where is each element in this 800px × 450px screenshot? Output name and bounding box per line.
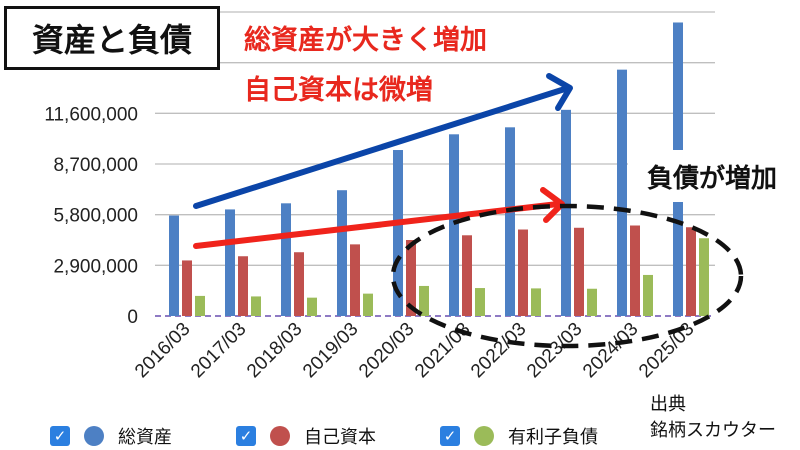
- y-tick-label: 8,700,000: [53, 155, 138, 176]
- legend-item-equity[interactable]: ✓ 自己資本: [236, 425, 376, 448]
- bar-interest-bearing-debt: [475, 288, 485, 316]
- legend-color-dot: [270, 426, 290, 446]
- bar-equity: [238, 256, 248, 316]
- bar-interest-bearing-debt: [307, 297, 317, 316]
- chart-gridlines: [155, 11, 715, 317]
- chart-bars: [169, 22, 709, 317]
- x-tick-label: 2018/03: [243, 319, 306, 382]
- bar-equity: [518, 229, 528, 316]
- bar-interest-bearing-debt: [251, 296, 261, 316]
- annotation-overlay: [193, 73, 744, 349]
- legend-label: 総資産: [118, 427, 172, 448]
- bar-equity: [294, 252, 304, 316]
- x-tick-label: 2017/03: [187, 319, 250, 382]
- x-tick-label: 2024/03: [579, 319, 642, 382]
- headline-annotation-2: 自己資本は微増: [244, 75, 433, 106]
- legend-checkbox-icon[interactable]: ✓: [440, 426, 460, 446]
- bar-interest-bearing-debt: [643, 274, 653, 316]
- bar-total-assets: [505, 127, 515, 316]
- bar-total-assets: [561, 109, 571, 316]
- bar-total-assets: [617, 69, 627, 316]
- y-tick-label: 2,900,000: [53, 256, 138, 277]
- y-tick-label: 0: [127, 307, 138, 328]
- source-credit: 出典 銘柄スカウター: [650, 392, 776, 444]
- headline-annotation-1: 総資産が大きく増加: [244, 25, 487, 56]
- legend-checkbox-icon[interactable]: ✓: [236, 426, 256, 446]
- bar-equity: [462, 235, 472, 316]
- bar-total-assets: [337, 190, 347, 316]
- liabilities-increase-label: 負債が増加: [628, 150, 796, 202]
- x-tick-label: 2025/03: [635, 319, 698, 382]
- x-tick-label: 2020/03: [355, 319, 418, 382]
- bar-total-assets: [281, 203, 291, 316]
- legend-label: 有利子負債: [508, 427, 598, 448]
- bar-interest-bearing-debt: [699, 238, 709, 316]
- bar-equity: [406, 240, 416, 316]
- bar-interest-bearing-debt: [587, 288, 597, 316]
- bar-equity: [574, 227, 584, 316]
- x-tick-label: 2022/03: [467, 319, 530, 382]
- chart-title: 資産と負債: [4, 6, 220, 70]
- source-name: 銘柄スカウター: [650, 420, 776, 441]
- bar-equity: [350, 244, 360, 316]
- bar-total-assets: [225, 209, 235, 316]
- legend-color-dot: [84, 426, 104, 446]
- bar-equity: [630, 225, 640, 316]
- bar-interest-bearing-debt: [531, 288, 541, 316]
- bar-total-assets: [393, 150, 403, 316]
- blue-trend-arrow: [193, 73, 573, 209]
- x-tick-label: 2021/03: [411, 319, 474, 382]
- y-axis-tick-labels: 0 2,900,000 5,800,000 8,700,000 11,600,000: [44, 104, 138, 328]
- legend-item-total-assets[interactable]: ✓ 総資産: [50, 425, 172, 448]
- bar-equity: [686, 227, 696, 316]
- source-label: 出典: [650, 394, 686, 415]
- bar-total-assets: [449, 134, 459, 316]
- x-tick-label: 2019/03: [299, 319, 362, 382]
- legend-label: 自己資本: [304, 427, 376, 448]
- x-axis-tick-labels: 2016/032017/032018/032019/032020/032021/…: [131, 319, 698, 382]
- y-tick-label: 11,600,000: [44, 104, 138, 125]
- chart-legend: ✓ 総資産 ✓ 自己資本 ✓ 有利子負債: [0, 425, 640, 448]
- x-tick-label: 2023/03: [523, 319, 586, 382]
- y-tick-label: 5,800,000: [53, 206, 138, 227]
- legend-color-dot: [474, 426, 494, 446]
- bar-interest-bearing-debt: [363, 293, 373, 316]
- legend-checkbox-icon[interactable]: ✓: [50, 426, 70, 446]
- bar-interest-bearing-debt: [195, 295, 205, 316]
- bar-total-assets: [169, 215, 179, 316]
- legend-item-interest-bearing-debt[interactable]: ✓ 有利子負債: [440, 425, 598, 448]
- liabilities-highlight-ellipse: [390, 203, 744, 349]
- bar-equity: [182, 260, 192, 316]
- x-tick-label: 2016/03: [131, 319, 194, 382]
- bar-interest-bearing-debt: [419, 285, 429, 316]
